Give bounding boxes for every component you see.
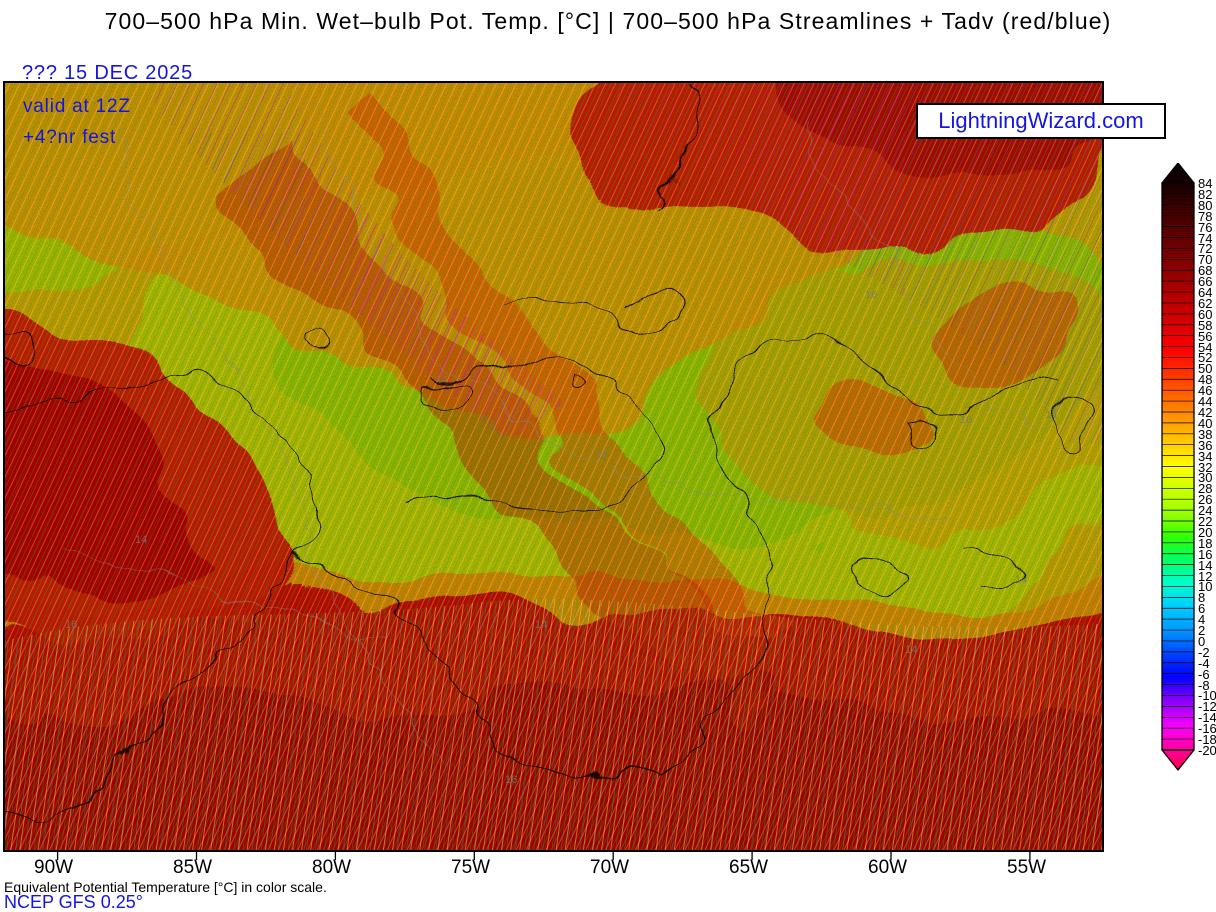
svg-text:16: 16: [960, 414, 972, 426]
svg-text:16: 16: [865, 289, 877, 301]
svg-text:14: 14: [535, 619, 547, 631]
svg-text:16: 16: [65, 619, 77, 631]
svg-text:14: 14: [1015, 574, 1027, 586]
svg-text:14: 14: [905, 644, 917, 656]
svg-text:14: 14: [135, 534, 147, 546]
svg-text:14: 14: [1045, 409, 1057, 421]
svg-text:14: 14: [595, 449, 607, 461]
svg-text:16: 16: [505, 774, 517, 786]
